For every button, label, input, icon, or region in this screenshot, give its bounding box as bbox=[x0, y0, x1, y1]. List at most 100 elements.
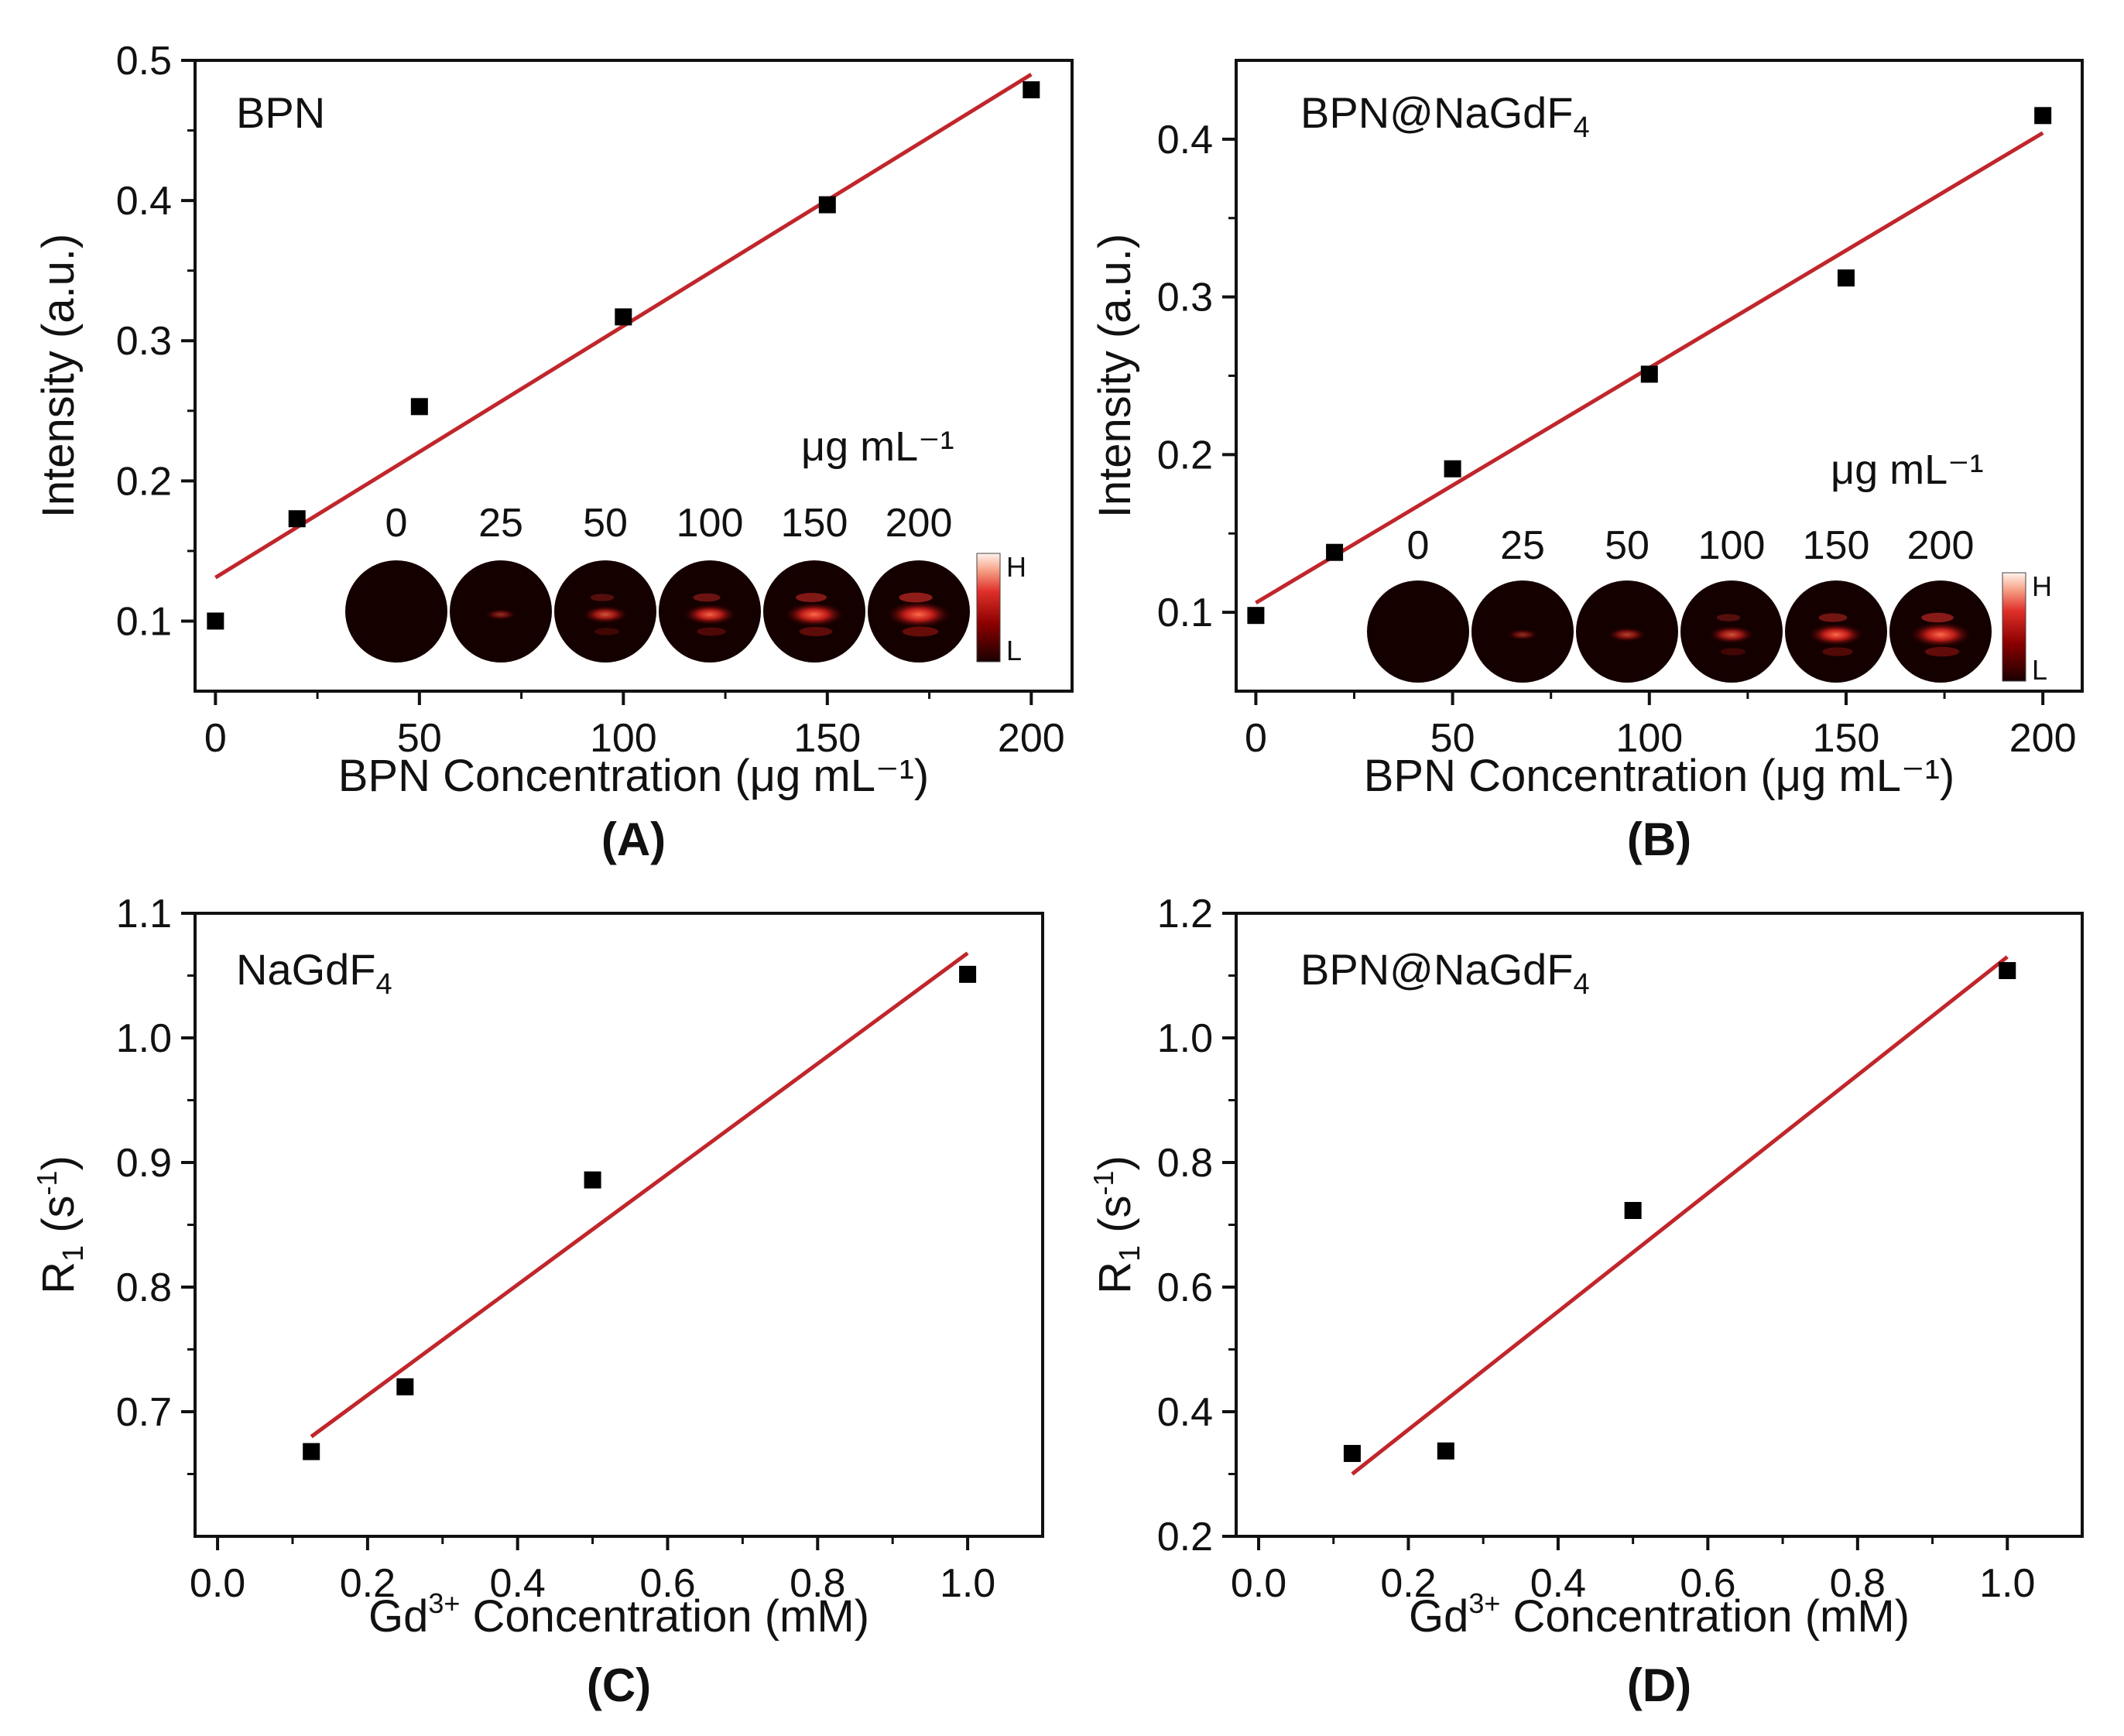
panel-b: 0 50 100 150 200 0.1 0.2 0.3 0.4 BPN Concentratio… bbox=[1090, 59, 2084, 865]
inset-unit-label: μg mL⁻¹ bbox=[801, 423, 954, 470]
panel-label: (A) bbox=[601, 813, 666, 865]
phantom-signal bbox=[899, 592, 933, 603]
panel-title-sub: 4 bbox=[1574, 968, 1590, 1001]
x-tick-label: 0.0 bbox=[1231, 1561, 1286, 1606]
panel-title: BPN bbox=[236, 88, 325, 137]
phantom-label: 50 bbox=[1605, 523, 1650, 568]
fit-line bbox=[310, 951, 969, 1439]
data-point bbox=[288, 510, 306, 528]
phantom-label: 150 bbox=[781, 501, 848, 546]
panel-label: (C) bbox=[587, 1659, 651, 1711]
y-axis-title-part: (s bbox=[33, 1195, 84, 1245]
panel-title-text: BPN@NaGdF bbox=[1300, 945, 1574, 994]
phantom-circle bbox=[1367, 580, 1469, 683]
plot-frame bbox=[194, 912, 1044, 1538]
x-tick-label: 0.2 bbox=[1380, 1561, 1436, 1606]
y-axis-title-part: R bbox=[1090, 1262, 1140, 1294]
panel-label: (D) bbox=[1627, 1659, 1691, 1711]
x-axis-title: BPN Concentration (μg mL⁻¹) bbox=[338, 751, 930, 801]
x-axis-title-part: Concentration (mM) bbox=[1500, 1591, 1910, 1642]
phantom-signal bbox=[796, 593, 827, 602]
phantom-signal bbox=[1720, 648, 1746, 656]
phantom-label: 100 bbox=[677, 501, 744, 546]
y-axis-title-part: ) bbox=[33, 1156, 84, 1170]
x-tick-label: 50 bbox=[397, 716, 442, 761]
x-axis-title-part: Concentration (mM) bbox=[460, 1591, 869, 1642]
y-tick-label: 1.1 bbox=[116, 892, 172, 936]
x-tick-label: 200 bbox=[998, 716, 1065, 761]
panel-label: (B) bbox=[1627, 813, 1691, 865]
plot-frame bbox=[194, 59, 1074, 693]
panel-title-sub: 4 bbox=[376, 968, 392, 1001]
x-tick-label: 1.0 bbox=[940, 1561, 995, 1606]
panel-title-text: BPN bbox=[236, 88, 325, 137]
y-tick-label: 1.0 bbox=[1157, 1016, 1213, 1061]
phantom-circle bbox=[345, 560, 447, 663]
y-tick-label: 0.8 bbox=[1157, 1141, 1213, 1186]
phantom-signal bbox=[594, 628, 620, 635]
phantom-label: 100 bbox=[1698, 523, 1766, 568]
data-point bbox=[2034, 107, 2052, 125]
phantom-signal bbox=[697, 627, 726, 636]
x-axis-title-part: Gd bbox=[368, 1591, 428, 1642]
panel-title-sub: 4 bbox=[1574, 111, 1590, 144]
panel-title-text: NaGdF bbox=[236, 945, 376, 994]
y-axis-title: R1 (s-1) bbox=[1088, 1156, 1146, 1294]
phantom-signal bbox=[1808, 623, 1864, 646]
y-axis-title-sup: -1 bbox=[31, 1170, 63, 1195]
x-tick-label: 0.8 bbox=[790, 1561, 845, 1606]
data-point bbox=[1326, 543, 1344, 561]
phantom-label: 0 bbox=[1407, 523, 1430, 568]
y-axis-title: R1 (s-1) bbox=[31, 1156, 90, 1294]
phantom-signal bbox=[902, 626, 939, 637]
x-tick-label: 0.2 bbox=[340, 1561, 396, 1606]
phantom-signal bbox=[485, 608, 517, 621]
x-axis-title: Gd3+ Concentration (mM) bbox=[368, 1587, 869, 1642]
plot-frame bbox=[1235, 912, 2084, 1538]
y-tick-label: 0.4 bbox=[116, 179, 172, 224]
y-tick-label: 0.4 bbox=[1157, 1390, 1213, 1435]
y-tick-label: 0.2 bbox=[116, 459, 172, 504]
phantom-signal bbox=[590, 594, 615, 601]
panel-c: 0.0 0.2 0.4 0.6 0.8 1.0 0.7 0.8 0.9 1.0 1.1 Gd3+ Co… bbox=[31, 892, 1044, 1711]
phantom-signal bbox=[799, 627, 833, 636]
color-scale-low: L bbox=[2032, 654, 2047, 686]
data-point bbox=[1247, 607, 1265, 625]
phantom-signal bbox=[683, 604, 736, 625]
panel-title: BPN@NaGdF4 bbox=[1300, 945, 1590, 1001]
x-axis-title: BPN Concentration (μg mL⁻¹) bbox=[1364, 751, 1955, 801]
x-tick-label: 0.8 bbox=[1830, 1561, 1886, 1606]
phantom-label: 25 bbox=[478, 501, 523, 546]
phantom-signal bbox=[886, 601, 951, 628]
color-scale-bar bbox=[2002, 572, 2026, 682]
phantom-signal bbox=[1716, 614, 1741, 621]
x-tick-label: 0.6 bbox=[639, 1561, 695, 1606]
y-tick-label: 0.2 bbox=[1157, 433, 1213, 478]
y-axis-title-sup: -1 bbox=[1088, 1170, 1119, 1195]
data-point bbox=[1837, 269, 1855, 287]
x-tick-label: 150 bbox=[1813, 716, 1880, 761]
color-scale-bar bbox=[976, 553, 1001, 663]
y-axis-title-part: ) bbox=[1090, 1156, 1140, 1170]
y-tick-label: 0.9 bbox=[116, 1141, 172, 1186]
x-axis-title-sup: 3+ bbox=[428, 1587, 460, 1619]
data-point bbox=[1640, 365, 1658, 383]
y-tick-label: 0.5 bbox=[116, 39, 172, 84]
phantom-signal bbox=[1924, 646, 1960, 657]
panel-title-text: BPN@NaGdF bbox=[1300, 88, 1574, 137]
y-tick-label: 0.1 bbox=[1157, 591, 1213, 635]
x-tick-label: 150 bbox=[793, 716, 861, 761]
color-scale-low: L bbox=[1006, 635, 1022, 666]
color-scale-high: H bbox=[2032, 570, 2052, 602]
x-tick-label: 0 bbox=[1245, 716, 1267, 761]
phantom-signal bbox=[1708, 625, 1755, 644]
data-point bbox=[1624, 1201, 1642, 1219]
fit-line bbox=[1351, 955, 2009, 1476]
phantom-signal bbox=[582, 605, 629, 624]
fit-line bbox=[214, 72, 1033, 580]
y-tick-label: 1.2 bbox=[1157, 892, 1213, 936]
phantom-signal bbox=[1506, 628, 1539, 641]
x-tick-label: 1.0 bbox=[1979, 1561, 2035, 1606]
x-tick-label: 0.6 bbox=[1680, 1561, 1735, 1606]
